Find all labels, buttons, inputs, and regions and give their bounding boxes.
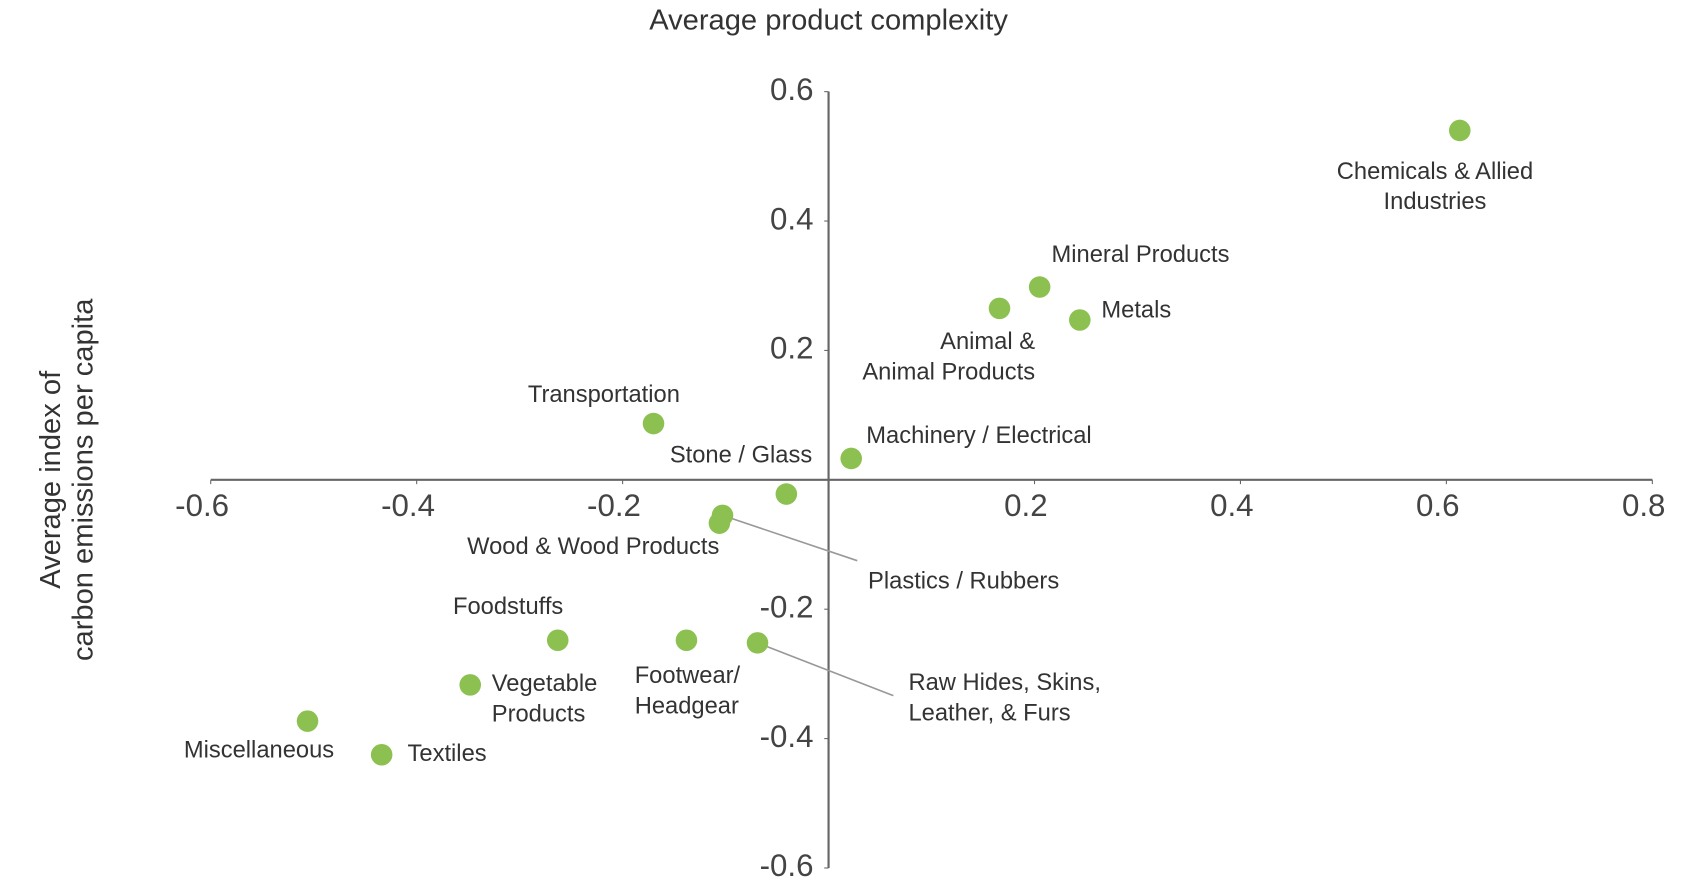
point-label: Raw Hides, Skins,	[908, 670, 1100, 696]
point-label: Miscellaneous	[184, 738, 334, 764]
leader-line	[757, 642, 894, 697]
point	[370, 743, 393, 766]
point	[1028, 276, 1051, 298]
point-label: Metals	[1101, 298, 1171, 324]
point-label: Industries	[1384, 189, 1487, 215]
point	[296, 710, 319, 732]
point	[642, 412, 665, 435]
x-tick-label: -0.2	[587, 488, 641, 523]
y-tick-label: 0.2	[770, 331, 813, 366]
point-label: Machinery / Electrical	[866, 423, 1091, 449]
point	[746, 632, 769, 654]
x-tick-label: -0.4	[381, 488, 435, 523]
y-axis-label-line: Average index of	[35, 370, 67, 589]
point-label: Leather, & Furs	[908, 700, 1070, 726]
y-tick-label: -0.6	[760, 848, 814, 882]
x-tick-label: 0.2	[1004, 488, 1047, 523]
point	[1069, 309, 1091, 331]
y-axis-label: Average index of carbon emissions per ca…	[35, 298, 99, 661]
point-label: Transportation	[528, 382, 680, 408]
point-label: Products	[492, 701, 586, 727]
point	[1448, 119, 1471, 142]
point-label: Animal Products	[862, 359, 1035, 385]
y-tick-label: -0.4	[760, 719, 814, 754]
point	[546, 629, 569, 652]
x-tick-label: 0.8	[1622, 488, 1665, 523]
x-tick-label: -0.6	[175, 488, 229, 523]
point-label: Headgear	[635, 693, 739, 719]
point-label: Wood & Wood Products	[467, 534, 719, 560]
point-label: Chemicals & Allied	[1337, 159, 1533, 185]
y-axis-label-line: carbon emissions per capita	[67, 298, 99, 661]
point-label: Stone / Glass	[670, 443, 812, 469]
point	[840, 447, 862, 470]
point-label: Footwear/	[635, 663, 741, 689]
y-tick-label: -0.2	[760, 589, 814, 624]
y-tick-label: 0.4	[770, 201, 813, 236]
point	[708, 512, 731, 534]
leader-line	[722, 514, 858, 562]
y-tick-label: 0.6	[770, 72, 813, 107]
x-tick-label: 0.4	[1210, 488, 1253, 523]
point	[988, 297, 1011, 320]
point	[675, 629, 698, 652]
point	[775, 483, 798, 505]
point-label: Animal &	[940, 329, 1035, 355]
point-label: Mineral Products	[1052, 242, 1230, 268]
chart-title: Average product complexity	[649, 4, 1008, 36]
x-tick-label: 0.6	[1416, 488, 1459, 523]
point	[459, 674, 482, 696]
point-label: Plastics / Rubbers	[868, 569, 1059, 595]
point-label: Textiles	[408, 741, 487, 767]
point-label: Foodstuffs	[453, 594, 563, 620]
point-label: Vegetable	[492, 671, 598, 697]
